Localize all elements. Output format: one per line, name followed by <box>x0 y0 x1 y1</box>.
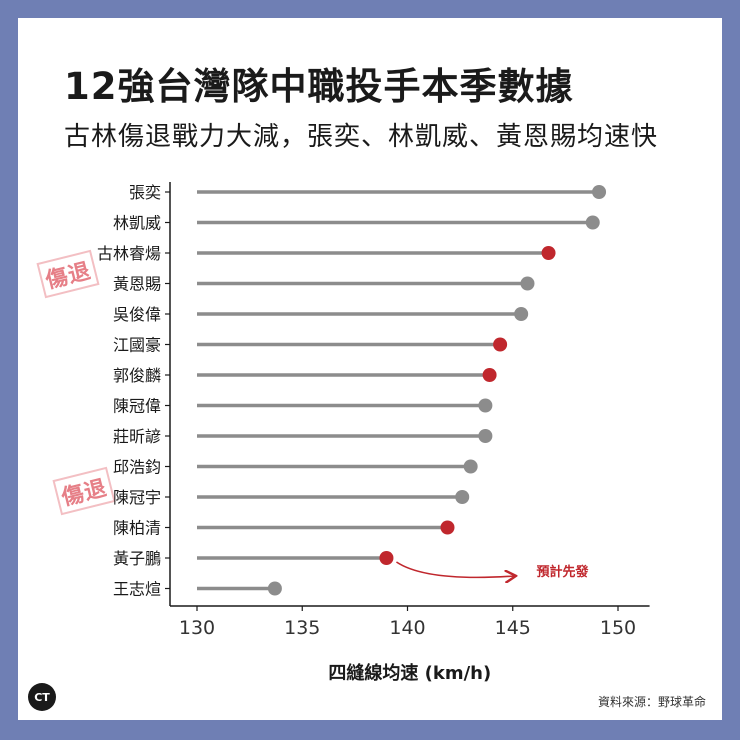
y-tick-label: 邱浩鈞 <box>113 458 161 477</box>
chart-card: 12強台灣隊中職投手本季數據 古林傷退戰力大減，張奕、林凱威、黃恩賜均速快 傷退… <box>18 18 722 720</box>
lollipop-point <box>478 429 493 443</box>
x-axis-title: 四縫線均速 (km/h) <box>328 662 491 684</box>
lollipop-chart: 130 135 140 145 150 四縫線均速 (km/h) 張奕林凱威古林睿煬黃恩賜吳… <box>97 182 650 684</box>
ct-logo: CT <box>28 683 56 711</box>
x-tick-label: 145 <box>495 617 531 639</box>
x-tick-label: 150 <box>600 617 636 639</box>
lollipop-point <box>267 581 282 596</box>
lollipop-point <box>585 215 600 230</box>
y-tick-label: 郭俊麟 <box>113 366 161 385</box>
lollipop-point-highlight <box>482 368 497 382</box>
chart-title: 12強台灣隊中職投手本季數據 <box>64 65 574 108</box>
chart-subtitle: 古林傷退戰力大減，張奕、林凱威、黃恩賜均速快 <box>64 122 659 152</box>
x-tick-label: 140 <box>389 617 425 639</box>
y-tick-label: 江國豪 <box>113 336 161 355</box>
lollipop-point <box>478 398 493 413</box>
lollipop-point <box>520 276 535 291</box>
y-tick-label: 王志煊 <box>113 580 161 599</box>
lollipop-point <box>463 459 478 474</box>
lollipop-point-highlight <box>440 520 455 535</box>
data-source: 資料來源：野球革命 <box>597 695 706 709</box>
y-tick-label: 莊昕諺 <box>113 427 161 446</box>
annotation-label: 預計先發 <box>536 564 588 580</box>
y-tick-label: 陳冠偉 <box>113 397 161 416</box>
annotation-arrow <box>396 561 514 577</box>
lollipop-point <box>455 490 470 504</box>
y-tick-label: 陳冠宇 <box>113 488 161 507</box>
lollipop-point-highlight <box>493 337 508 352</box>
lollipop-point-highlight <box>379 551 394 565</box>
lollipop-point <box>514 307 529 321</box>
y-tick-label: 林凱威 <box>113 214 161 233</box>
lollipop-point <box>592 185 607 199</box>
y-tick-label: 古林睿煬 <box>97 244 161 263</box>
lollipop-point-highlight <box>541 246 556 260</box>
y-tick-label: 陳柏清 <box>113 519 161 538</box>
x-tick-label: 130 <box>179 617 215 639</box>
y-tick-label: 吳俊偉 <box>113 305 161 324</box>
y-tick-label: 張奕 <box>129 183 161 202</box>
x-tick-label: 135 <box>284 617 320 639</box>
y-tick-label: 黃子鵬 <box>113 549 161 568</box>
y-tick-label: 黃恩賜 <box>113 275 161 294</box>
